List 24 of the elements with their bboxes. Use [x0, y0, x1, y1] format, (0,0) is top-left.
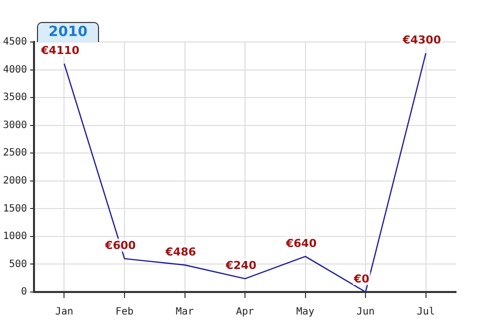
data-label: €640	[285, 236, 317, 250]
data-label: €486	[164, 245, 196, 258]
x-tick-label: Jul	[416, 306, 435, 318]
y-tick-label: 1500	[2, 203, 28, 214]
y-tick-label: 0	[21, 286, 28, 298]
data-label: €240	[224, 259, 257, 272]
y-tick-label: 2500	[2, 148, 28, 159]
x-tick-label: Jan	[55, 306, 74, 318]
y-tick-label: 3000	[2, 120, 28, 131]
data-label: €0	[352, 272, 370, 286]
x-tick-label: May	[296, 306, 314, 318]
data-label: €600	[104, 239, 136, 252]
y-tick-label: 1000	[2, 231, 28, 242]
y-tick-label: 500	[9, 258, 28, 270]
x-tick-label: Apr	[236, 306, 254, 318]
y-tick-label: 4000	[2, 64, 28, 76]
x-tick-label: Mar	[176, 306, 194, 318]
y-tick-label: 3500	[2, 92, 28, 104]
x-tick-label: Feb	[115, 306, 134, 318]
data-label: €4300	[402, 33, 442, 46]
data-label: €4110	[40, 44, 80, 58]
y-tick-label: 4500	[2, 36, 28, 48]
y-tick-label: 2000	[2, 175, 28, 186]
x-tick-label: Jun	[356, 306, 375, 318]
